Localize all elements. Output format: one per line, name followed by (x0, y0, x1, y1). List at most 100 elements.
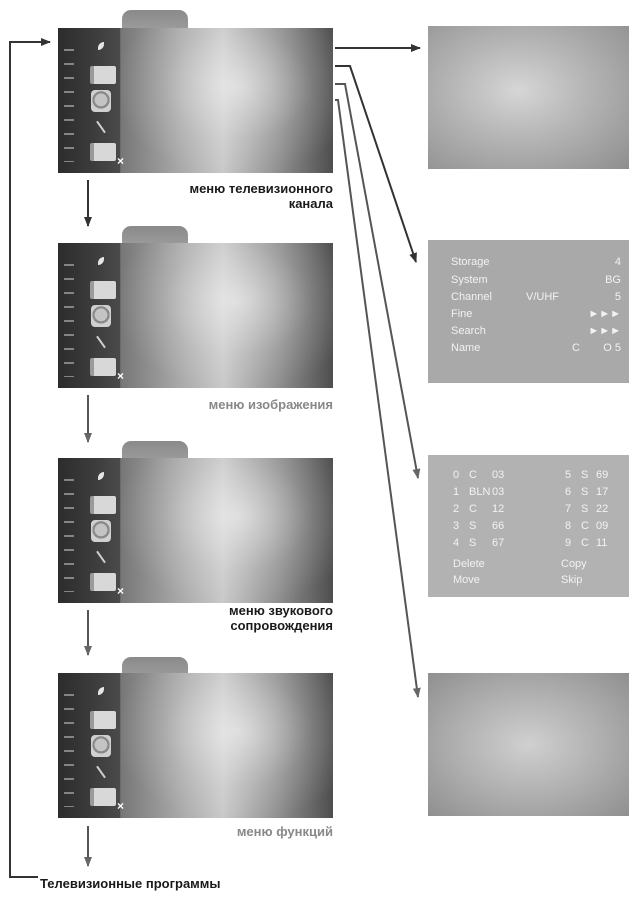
tuning-row-value: O 5 (603, 342, 621, 354)
program-channel: 12 (492, 503, 505, 515)
program-channel: 22 (596, 503, 609, 515)
tuning-row-label: Name (451, 342, 481, 354)
tuning-row-label: Fine (451, 308, 473, 320)
leaf-icon (98, 472, 104, 480)
program-number: 3 (453, 520, 460, 532)
program-band: S (581, 469, 589, 481)
tuning-row-label: Storage (451, 256, 490, 268)
tuning-row-mid: V/UHF (526, 291, 559, 303)
tuning-row-channel[interactable]: Channel V/UHF 5 (451, 291, 621, 308)
program-row[interactable]: 3 S 66 (453, 520, 533, 536)
menu-tab (122, 10, 188, 30)
program-number: 9 (565, 537, 572, 549)
program-band: C (469, 469, 477, 481)
menu-caption-functions: меню функций (236, 824, 333, 839)
delete-command[interactable]: Delete (453, 558, 485, 570)
program-number: 2 (453, 503, 460, 515)
folder-icon (90, 711, 116, 729)
tuning-row-label: Channel (451, 291, 492, 303)
program-channel: 17 (596, 486, 609, 498)
program-row[interactable]: 4 S 67 (453, 537, 533, 553)
slash-icon (96, 550, 106, 564)
program-row[interactable]: 8 C 09 (565, 520, 629, 536)
move-command[interactable]: Move (453, 574, 480, 586)
program-band: BLN (469, 486, 491, 498)
program-number: 5 (565, 469, 572, 481)
program-number: 0 (453, 469, 460, 481)
menu-icon-rail (58, 28, 124, 173)
leaf-icon (98, 257, 104, 265)
program-number: 1 (453, 486, 460, 498)
program-number: 8 (565, 520, 572, 532)
speaker-icon (91, 520, 111, 542)
tv-programs-label: Телевизионные программы (40, 876, 221, 891)
program-channel: 69 (596, 469, 609, 481)
submenu-panel-blank-bottom (428, 673, 629, 816)
program-row[interactable]: 9 C 11 (565, 537, 629, 553)
menu-caption-tv-channel: меню телевизионного канала (189, 181, 333, 211)
picture-menu-screen (58, 243, 333, 388)
slash-icon (96, 765, 106, 779)
folder-icon (90, 281, 116, 299)
tuning-row-value: 5 (614, 291, 621, 303)
tuning-row-search[interactable]: Search ►►► (451, 325, 621, 342)
folder-icon (90, 66, 116, 84)
tuning-row-value: ►►► (588, 308, 621, 320)
slash-icon (96, 335, 106, 349)
program-band: C (581, 537, 589, 549)
program-band: S (581, 503, 589, 515)
tuning-row-value: ►►► (588, 325, 621, 337)
program-band: C (469, 503, 477, 515)
menu-tab (122, 657, 188, 677)
tuning-row-label: System (451, 274, 488, 286)
arrow-to-bottom-panel (335, 99, 421, 698)
functions-menu-screen (58, 673, 333, 818)
program-band: C (581, 520, 589, 532)
program-channel: 67 (492, 537, 505, 549)
tv-channel-menu-screen (58, 28, 333, 173)
sound-menu-screen (58, 458, 333, 603)
folder-icon (90, 496, 116, 514)
menu-icon-rail (58, 243, 124, 388)
program-channel: 03 (492, 486, 505, 498)
menu-caption-picture: меню изображения (208, 397, 333, 412)
leaf-icon (98, 42, 104, 50)
program-row[interactable]: 7 S 22 (565, 503, 629, 519)
speaker-icon (91, 735, 111, 757)
folder-close-icon (90, 788, 124, 813)
program-table-panel: 0 C 03 1 BLN 03 2 C 12 3 S 66 4 S 67 5 S… (428, 455, 629, 597)
speaker-icon (91, 305, 111, 327)
program-band: S (469, 520, 477, 532)
program-row[interactable]: 2 C 12 (453, 503, 533, 519)
tuning-row-name[interactable]: Name C O 5 (451, 342, 621, 359)
program-row[interactable]: 5 S 69 (565, 469, 629, 485)
skip-command[interactable]: Skip (561, 574, 583, 586)
tuning-row-system[interactable]: System BG (451, 274, 621, 291)
program-channel: 11 (596, 537, 608, 549)
program-row[interactable]: 0 C 03 (453, 469, 533, 485)
slash-icon (96, 120, 106, 134)
tuning-submenu-panel: Storage 4 System BG Channel V/UHF 5 Fine… (428, 240, 629, 383)
tuning-row-label: Search (451, 325, 486, 337)
return-loop-line (9, 38, 51, 878)
arrow-to-program-panel (335, 83, 421, 479)
menu-tab (122, 226, 188, 246)
menu-caption-sound: меню звукового сопровождения (229, 603, 333, 633)
folder-close-icon (90, 358, 124, 383)
folder-close-icon (90, 573, 124, 598)
copy-command[interactable]: Copy (561, 558, 587, 570)
tuning-row-fine[interactable]: Fine ►►► (451, 308, 621, 325)
menu-tab (122, 441, 188, 461)
menu-icon-rail (58, 673, 124, 818)
program-band: S (469, 537, 477, 549)
program-number: 4 (453, 537, 460, 549)
tuning-row-mid: C (572, 342, 580, 354)
tuning-row-value: BG (605, 274, 621, 286)
tuning-row-value: 4 (614, 256, 621, 268)
program-row[interactable]: 1 BLN 03 (453, 486, 533, 502)
leaf-icon (98, 687, 104, 695)
tuning-row-storage[interactable]: Storage 4 (451, 256, 621, 273)
menu-icon-rail (58, 458, 124, 603)
program-row[interactable]: 6 S 17 (565, 486, 629, 502)
program-number: 7 (565, 503, 572, 515)
